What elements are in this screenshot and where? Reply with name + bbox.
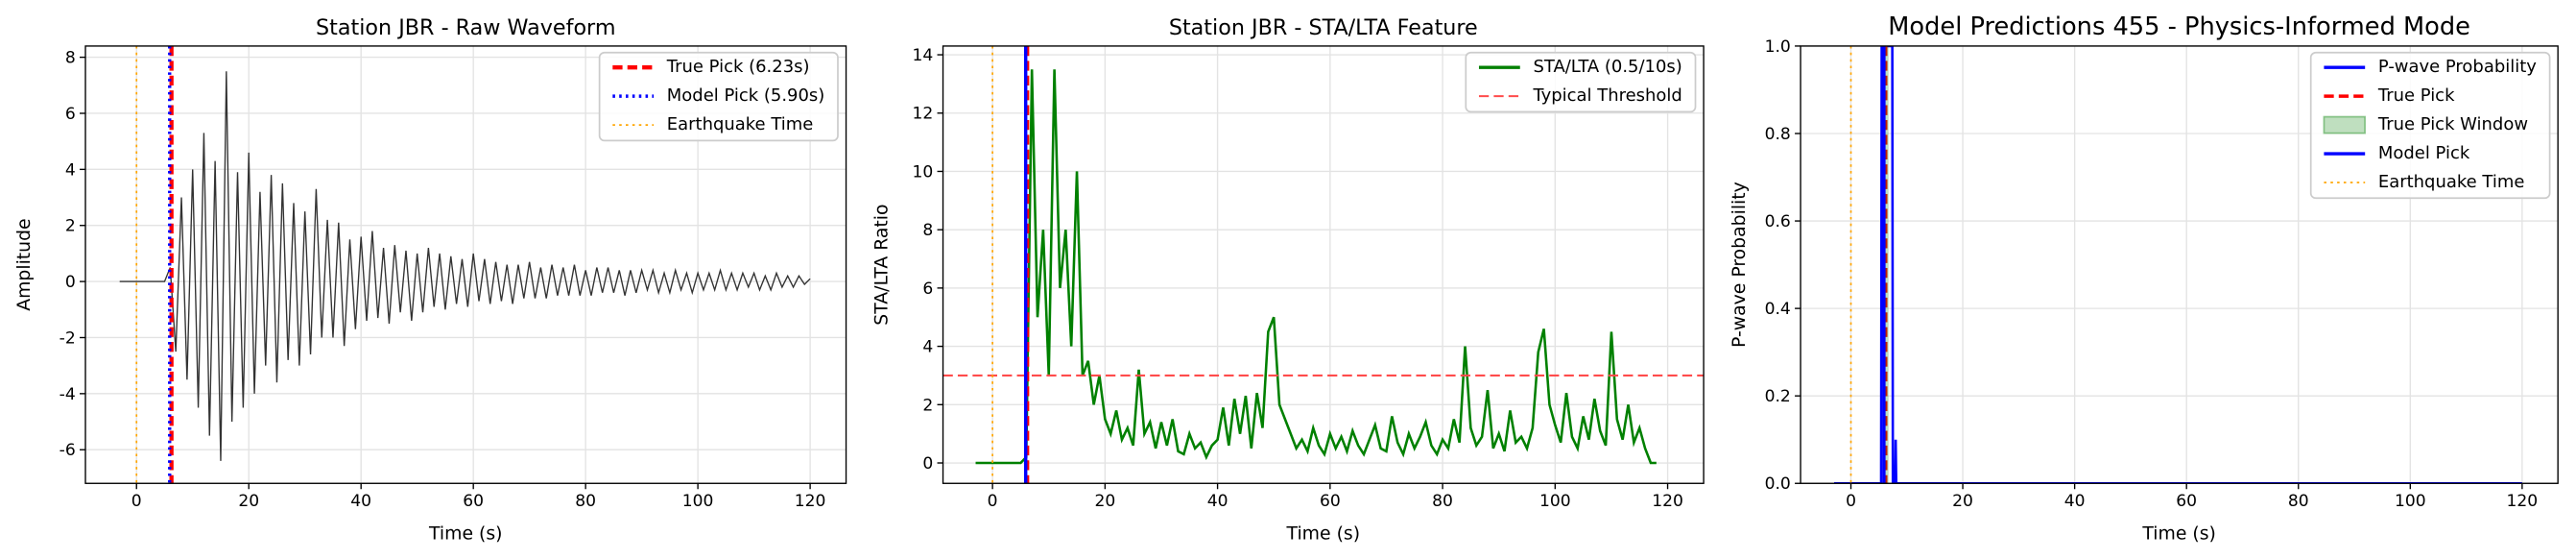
y-tick-label: 12: [912, 105, 933, 124]
legend-label: STA/LTA (0.5/10s): [1533, 57, 1682, 77]
legend-label: True Pick (6.23s): [666, 57, 810, 77]
y-tick-label: 6: [65, 105, 76, 124]
legend-box: [1465, 51, 1697, 113]
y-tick-label: 0.2: [1765, 387, 1791, 406]
x-tick-label: 80: [575, 492, 596, 511]
legend-label: P-wave Probability: [2378, 57, 2537, 77]
x-tick-label: 60: [463, 492, 484, 511]
y-tick-label: 0.6: [1765, 212, 1791, 231]
chart-title: Station JBR - STA/LTA Feature: [1169, 15, 1478, 40]
legend-label: Model Pick: [2378, 143, 2470, 163]
y-tick-label: -2: [60, 328, 76, 348]
x-tick-label: 20: [238, 492, 259, 511]
x-tick-label: 0: [131, 492, 142, 511]
y-tick-label: 10: [912, 162, 933, 182]
legend: True Pick (6.23s) Model Pick (5.90s) Earth…: [598, 51, 839, 142]
y-tick-label: 14: [912, 46, 933, 65]
legend-label: True Pick: [2377, 85, 2455, 106]
axes-frame: [942, 45, 1705, 484]
x-axis-label: Time (s): [1286, 523, 1361, 544]
series-line: [975, 69, 1657, 465]
legend: P-wave Probability True Pick True Pick Win…: [2309, 51, 2551, 200]
x-tick-label: 80: [2288, 492, 2309, 511]
y-axis-label: Amplitude: [14, 218, 35, 310]
y-tick-label: 0.4: [1765, 300, 1791, 319]
plot-area: [119, 45, 811, 484]
axes-frame: [84, 45, 847, 484]
x-axis-label: Time (s): [428, 523, 502, 544]
y-axis-label: STA/LTA Ratio: [871, 204, 892, 325]
y-tick-label: 2: [922, 396, 933, 415]
x-tick-label: 120: [2507, 492, 2539, 511]
x-tick-label: 40: [350, 492, 371, 511]
legend-label: Model Pick (5.90s): [667, 85, 824, 106]
y-tick-label: 1.0: [1765, 37, 1791, 57]
legend-label: True Pick Window: [2377, 114, 2528, 134]
y-tick-label: -4: [60, 385, 76, 404]
y-tick-label: 4: [922, 338, 933, 357]
legend-label: Typical Threshold: [1532, 85, 1682, 106]
x-tick-label: 20: [1952, 492, 1973, 511]
y-axis-label: P-wave Probability: [1729, 182, 1750, 348]
span: [1882, 45, 1889, 484]
legend-box: [598, 51, 839, 142]
series-line: [1834, 45, 2522, 484]
legend-label: Earthquake Time: [2378, 172, 2525, 192]
y-tick-label: 0.8: [1765, 125, 1791, 144]
panel: Model Predictions 455 - Physics-Informed…: [1729, 12, 2559, 544]
y-tick-label: 0: [65, 273, 76, 292]
x-tick-label: 100: [1539, 492, 1571, 511]
axes-frame: [1800, 45, 2559, 484]
y-tick-label: 8: [65, 49, 76, 68]
y-tick-label: 0: [922, 454, 933, 474]
y-tick-label: 8: [922, 221, 933, 240]
series-line: [119, 71, 811, 461]
x-tick-label: 60: [2176, 492, 2197, 511]
x-tick-label: 100: [682, 492, 714, 511]
x-tick-label: 60: [1320, 492, 1341, 511]
plot-area: [942, 45, 1705, 484]
legend-swatch: [2323, 115, 2367, 134]
y-tick-label: 4: [65, 160, 76, 180]
y-tick-label: 2: [65, 217, 76, 236]
x-tick-label: 120: [1652, 492, 1683, 511]
chart-title: Station JBR - Raw Waveform: [316, 15, 615, 40]
y-tick-label: -6: [60, 441, 76, 460]
x-tick-label: 40: [2064, 492, 2086, 511]
y-tick-label: 6: [922, 280, 933, 299]
x-tick-label: 80: [1432, 492, 1453, 511]
x-tick-label: 40: [1207, 492, 1228, 511]
x-tick-label: 0: [1846, 492, 1856, 511]
x-tick-label: 120: [795, 492, 826, 511]
plot-area: [1834, 45, 2522, 484]
x-tick-label: 100: [2395, 492, 2426, 511]
legend: STA/LTA (0.5/10s) Typical Threshold: [1465, 51, 1697, 113]
x-axis-label: Time (s): [2141, 523, 2216, 544]
y-tick-label: 0.0: [1765, 474, 1791, 494]
legend-box: [2309, 51, 2551, 200]
legend-label: Earthquake Time: [667, 114, 814, 134]
chart-title: Model Predictions 455 - Physics-Informed…: [1888, 12, 2470, 41]
x-tick-label: 0: [988, 492, 998, 511]
x-tick-label: 20: [1094, 492, 1115, 511]
